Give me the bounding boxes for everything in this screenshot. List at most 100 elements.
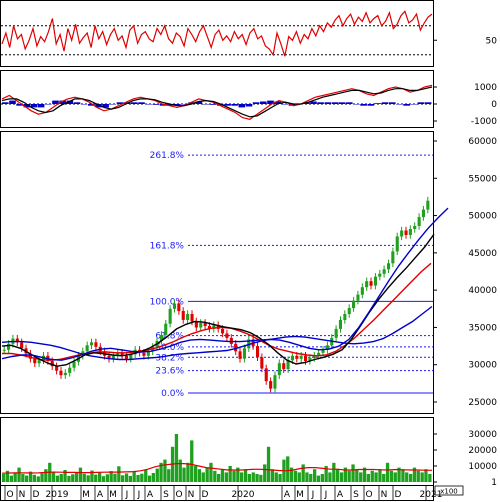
volume-bar — [328, 472, 332, 482]
volume-bar — [336, 469, 340, 482]
volume-bar — [128, 475, 132, 482]
volume-bar — [316, 475, 321, 482]
volume-bar — [217, 474, 221, 482]
macd-histogram-bar — [95, 104, 102, 108]
macd-histogram-bar — [224, 104, 231, 106]
fib-level-label-3: 61.8% — [155, 332, 184, 342]
volume-bar — [309, 474, 313, 482]
volume-bar — [98, 472, 102, 482]
x-tick-label-9: A — [147, 490, 154, 500]
volume-bar — [374, 472, 378, 482]
volume-bar — [59, 474, 63, 482]
candle-body — [387, 263, 391, 270]
volume-bar — [132, 471, 136, 482]
volume-bar — [355, 469, 359, 482]
candle-body — [273, 375, 277, 389]
volume-bar — [240, 472, 244, 482]
price-y-tick-6: 30000 — [468, 361, 497, 371]
volume-bar — [243, 469, 248, 482]
volume-bar — [55, 475, 60, 482]
candle-body — [146, 351, 150, 356]
volume-bar — [428, 474, 432, 482]
volume-bar — [224, 472, 228, 482]
candle-body — [177, 303, 181, 312]
x-tick-label-7: J — [125, 490, 129, 500]
volume-layer: 30000 20000 10000 1 x100 — [1, 430, 497, 496]
volume-bar — [32, 474, 36, 482]
candle-body — [203, 323, 207, 326]
candle-body — [199, 323, 203, 328]
candle-body — [238, 351, 242, 359]
candle-body — [116, 352, 120, 356]
candle-body — [28, 353, 32, 359]
rsi-layer: 50 — [1, 10, 498, 57]
x-tick-label-1: N — [19, 490, 26, 500]
volume-bar — [5, 470, 10, 482]
candle-body — [2, 349, 6, 351]
candle-body — [408, 229, 412, 235]
volume-bar — [247, 474, 251, 482]
volume-bar — [51, 472, 56, 482]
volume-bar — [347, 470, 351, 482]
macd-histogram-bar — [2, 102, 9, 104]
fib-level-label-2: 100.0% — [150, 297, 185, 307]
volume-bar — [366, 474, 370, 482]
candle-body — [142, 352, 146, 356]
macd-histogram-bar — [267, 100, 274, 104]
volume-bar — [182, 467, 186, 482]
macd-histogram-bar — [360, 104, 367, 106]
volume-bar — [382, 474, 386, 482]
volume-bar — [359, 472, 363, 482]
macd-histogram-bar — [202, 104, 210, 105]
price-y-tick-5: 35000 — [468, 323, 497, 333]
volume-bar — [63, 470, 67, 482]
macd-histogram-bar — [374, 103, 382, 104]
macd-histogram-bar — [159, 104, 167, 106]
x-tick-label-8: J — [137, 490, 141, 500]
volume-bar — [94, 474, 98, 482]
volume-bar — [389, 470, 394, 482]
candle-body — [321, 349, 325, 353]
macd-histogram-bar — [231, 104, 238, 106]
candle-body — [107, 355, 111, 359]
x-tick-label-20: S — [353, 490, 359, 500]
volume-bar — [420, 472, 424, 482]
volume-unit-box — [434, 485, 464, 496]
volume-bar — [140, 473, 144, 482]
macd-histogram-bar — [274, 101, 281, 104]
macd-histogram-bar — [389, 102, 396, 104]
candle-body — [207, 325, 211, 329]
volume-bar — [147, 475, 152, 482]
volume-bar — [86, 475, 90, 482]
volume-bar — [343, 467, 347, 482]
volume-bar — [44, 469, 48, 482]
price-ma-line-1 — [2, 262, 432, 361]
macd-histogram-bar — [23, 104, 31, 108]
volume-bar — [305, 472, 309, 482]
x-tick-label-13: D — [202, 490, 209, 500]
volume-bar — [274, 472, 278, 482]
x-tick-label-17: J — [311, 490, 315, 500]
volume-bar — [259, 474, 263, 482]
candle-body — [286, 360, 290, 370]
price-y-tick-4: 40000 — [468, 286, 497, 296]
candle-body — [168, 308, 172, 324]
candle-body — [290, 355, 294, 361]
candle-body — [164, 323, 168, 335]
volume-bar — [144, 469, 148, 482]
x-tick-label-5: A — [97, 490, 104, 500]
x-tick-label-24: 2021 — [420, 490, 443, 500]
volume-bar — [278, 474, 282, 482]
volume-bar — [167, 469, 171, 482]
fib-level-label-7: 0.0% — [161, 389, 184, 399]
rsi-y-tick-0: 50 — [486, 36, 498, 46]
candle-body — [264, 368, 268, 382]
fib-level-label-4: 50.0% — [155, 343, 184, 353]
volume-bar — [36, 476, 40, 482]
volume-bar — [78, 467, 83, 482]
rsi-panel-frame — [0, 0, 434, 67]
volume-bar — [289, 467, 294, 482]
volume-bar — [232, 470, 236, 482]
price-layer: 60000 55000 50000 45000 40000 35000 30000 25000… — [1, 137, 497, 408]
volume-ma-line — [1, 463, 433, 474]
